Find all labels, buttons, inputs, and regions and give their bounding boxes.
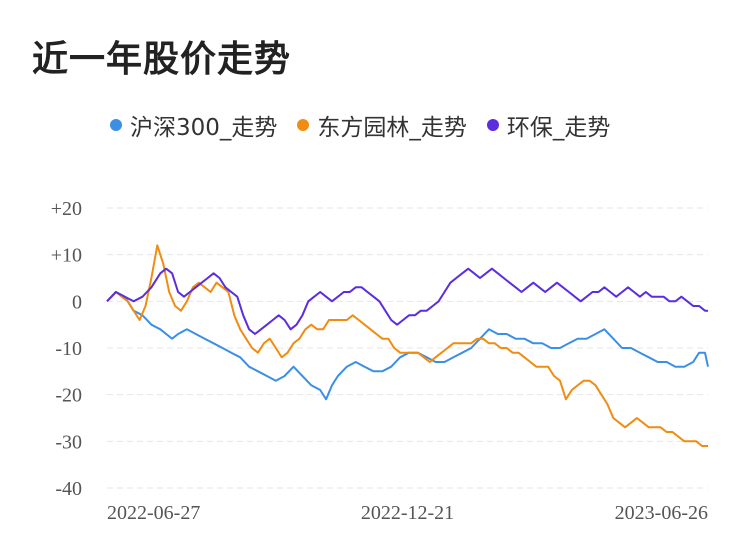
legend-label: 沪深300_走势: [130, 115, 278, 141]
y-tick-label: -10: [55, 338, 82, 360]
series-line-huanbao: [106, 267, 708, 335]
y-tick-label: 0: [72, 291, 82, 313]
chart-legend: 沪深300_走势 东方园林_走势 环保_走势: [110, 108, 630, 142]
series-line-hs300: [106, 291, 709, 401]
x-tick-label: 2022-06-27: [107, 502, 200, 524]
y-tick-label: -30: [55, 431, 82, 453]
legend-label: 环保_走势: [506, 115, 611, 141]
x-tick-label: 2023-06-26: [615, 502, 708, 524]
legend-dot-icon: [486, 119, 499, 131]
legend-item-hs300[interactable]: 沪深300_走势: [110, 108, 277, 142]
y-tick-label: -40: [55, 478, 82, 500]
y-tick-label: +20: [51, 198, 82, 220]
legend-label: 东方园林_走势: [317, 115, 467, 141]
legend-item-dongfang[interactable]: 东方园林_走势: [297, 108, 467, 142]
y-tick-label: -20: [55, 385, 82, 407]
x-tick-label: 2022-12-21: [361, 502, 454, 524]
legend-dot-icon: [110, 119, 122, 131]
legend-item-huanbao[interactable]: 环保_走势: [486, 108, 611, 142]
series-line-dongfang: [106, 244, 708, 447]
chart-title: 近一年股价走势: [32, 39, 292, 80]
legend-dot-icon: [297, 119, 310, 131]
y-tick-label: +10: [51, 245, 82, 267]
